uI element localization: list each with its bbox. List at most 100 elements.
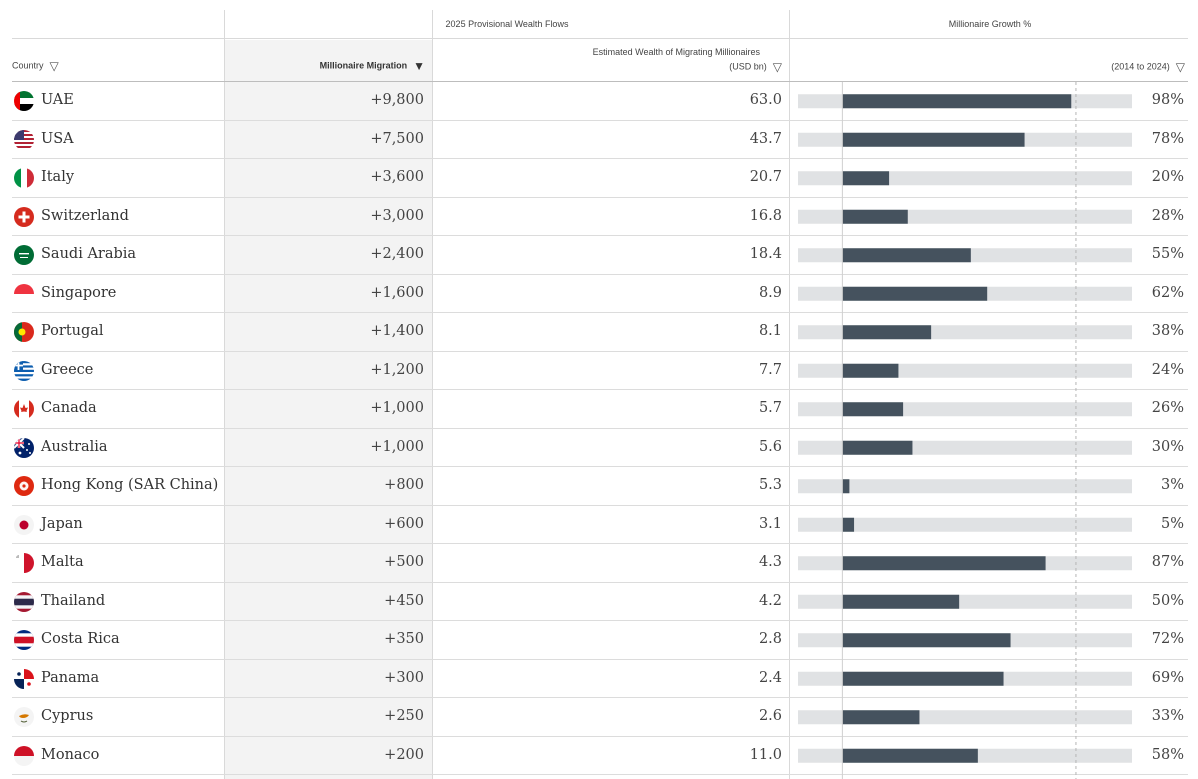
growth-value: 72%: [1151, 631, 1184, 647]
growth-bar[interactable]: [842, 286, 988, 301]
migration-column-background: [225, 40, 432, 779]
growth-bar[interactable]: [842, 94, 1072, 109]
table-row[interactable]: Singapore +1,600 8.9 62%: [12, 275, 1188, 313]
column-divider: [432, 10, 433, 779]
canada-flag-icon: [14, 399, 34, 419]
growth-value: 98%: [1151, 92, 1184, 108]
growth-bar-track: [798, 479, 1132, 494]
table-row[interactable]: Greece +1,200 7.7 24%: [12, 352, 1188, 390]
growth-value: 30%: [1151, 438, 1184, 455]
migration-column-header[interactable]: Millionaire Migration ▼: [225, 59, 425, 73]
table-row[interactable]: Japan +600 3.1 5%: [12, 506, 1188, 544]
growth-bar[interactable]: [842, 710, 920, 725]
table-row[interactable]: Australia +1,000 5.6 30%: [12, 429, 1188, 467]
growth-bar[interactable]: [842, 671, 1004, 686]
country-name: Australia: [41, 438, 108, 455]
growth-bar-track: [798, 517, 1132, 532]
growth-bar[interactable]: [842, 440, 913, 455]
growth-bar[interactable]: [842, 132, 1025, 147]
portugal-flag-icon: [14, 322, 34, 342]
growth-bar[interactable]: [842, 517, 855, 532]
cyprus-flag-icon: [14, 707, 34, 727]
wealth-value: 18.4: [749, 246, 782, 262]
migration-value: +3,600: [370, 169, 424, 185]
usa-flag-icon: [14, 129, 34, 150]
country-name: Italy: [41, 169, 75, 185]
table-row[interactable]: Thailand +450 4.2 50%: [12, 583, 1188, 621]
growth-value: 38%: [1151, 323, 1184, 339]
filter-icon[interactable]: ▽: [49, 59, 59, 73]
migration-value: +800: [384, 477, 424, 493]
table-row[interactable]: Panama +300 2.4 69%: [12, 660, 1188, 698]
monaco-flag-icon: [14, 745, 34, 766]
wealth-value: 2.6: [758, 708, 782, 724]
growth-value: 24%: [1151, 361, 1184, 378]
growth-value: 50%: [1151, 592, 1184, 609]
wealth-value: 11.0: [749, 746, 782, 763]
table-row[interactable]: USA +7,500 43.7 78%: [12, 121, 1188, 159]
growth-bar[interactable]: [842, 633, 1011, 648]
growth-bar[interactable]: [842, 325, 932, 340]
wealth-value: 5.7: [758, 400, 782, 416]
growth-bar[interactable]: [842, 748, 978, 763]
growth-bar[interactable]: [842, 248, 971, 263]
growth-bar[interactable]: [842, 479, 850, 494]
growth-value: 26%: [1151, 400, 1184, 416]
migration-value: +500: [384, 554, 424, 570]
growth-bar[interactable]: [842, 594, 960, 609]
migration-value: +9,800: [370, 92, 424, 108]
country-column-header[interactable]: Country ▽: [12, 59, 59, 73]
thailand-flag-icon: [14, 591, 34, 612]
growth-header-label: (2014 to 2024): [1111, 61, 1170, 72]
growth-column-header[interactable]: (2014 to 2024) ▽: [990, 60, 1185, 74]
table-row[interactable]: Malta +500 4.3 87%: [12, 544, 1188, 583]
wealth-value: 8.1: [758, 323, 782, 339]
table-row[interactable]: Portugal +1,400 8.1 38%: [12, 313, 1188, 352]
growth-bar[interactable]: [842, 402, 904, 417]
country-name: Switzerland: [41, 207, 129, 224]
table-row[interactable]: UAE +9,800 63.0 98%: [12, 82, 1188, 121]
table-row[interactable]: Cyprus +250 2.6 33%: [12, 698, 1188, 737]
table-row[interactable]: Saudi Arabia +2,400 18.4 55%: [12, 236, 1188, 275]
migration-value: +3,000: [370, 207, 424, 224]
singapore-flag-icon: [14, 283, 34, 304]
wealth-value: 20.7: [749, 169, 782, 185]
growth-value: 20%: [1151, 169, 1184, 185]
wealth-value: 43.7: [749, 130, 782, 147]
migration-header-label: Millionaire Migration: [319, 60, 408, 71]
migration-value: +1,200: [370, 361, 424, 378]
switzerland-flag-icon: [14, 206, 34, 227]
country-name: Japan: [41, 515, 83, 532]
australia-flag-icon: [14, 437, 34, 458]
panama-flag-icon: [14, 668, 34, 689]
header-divider: [12, 38, 1188, 39]
growth-bar[interactable]: [842, 363, 899, 378]
table-row[interactable]: Hong Kong (SAR China) +800 5.3 3%: [12, 467, 1188, 506]
migration-value: +7,500: [370, 130, 424, 147]
wealth-value: 5.3: [758, 477, 782, 493]
country-name: Singapore: [41, 284, 117, 301]
growth-bar[interactable]: [842, 171, 890, 186]
migration-value: +450: [384, 592, 424, 609]
table-row[interactable]: Monaco +200 11.0 58%: [12, 737, 1188, 775]
wealth-column-header[interactable]: (USD bn) ▽: [560, 60, 782, 74]
sort-descending-icon[interactable]: ▼: [413, 59, 425, 73]
wealth-value: 2.8: [758, 631, 782, 647]
table-row[interactable]: Canada +1,000 5.7 26%: [12, 390, 1188, 429]
country-name: Costa Rica: [41, 631, 120, 647]
header-bottom-divider: [12, 81, 1188, 82]
country-name: Monaco: [41, 746, 100, 763]
table-row[interactable]: Italy +3,600 20.7 20%: [12, 159, 1188, 198]
growth-value: 69%: [1151, 669, 1184, 686]
wealth-value: 3.1: [758, 515, 782, 532]
filter-icon[interactable]: ▽: [1175, 60, 1185, 74]
filter-icon[interactable]: ▽: [772, 60, 782, 74]
table-row[interactable]: Switzerland +3,000 16.8 28%: [12, 198, 1188, 236]
wealth-header-label: (USD bn): [729, 61, 767, 72]
migration-value: +2,400: [370, 246, 424, 262]
table-row[interactable]: Costa Rica +350 2.8 72%: [12, 621, 1188, 660]
growth-bar[interactable]: [842, 209, 908, 224]
column-divider: [224, 10, 225, 779]
growth-bar[interactable]: [842, 556, 1046, 571]
country-name: Canada: [41, 400, 97, 416]
